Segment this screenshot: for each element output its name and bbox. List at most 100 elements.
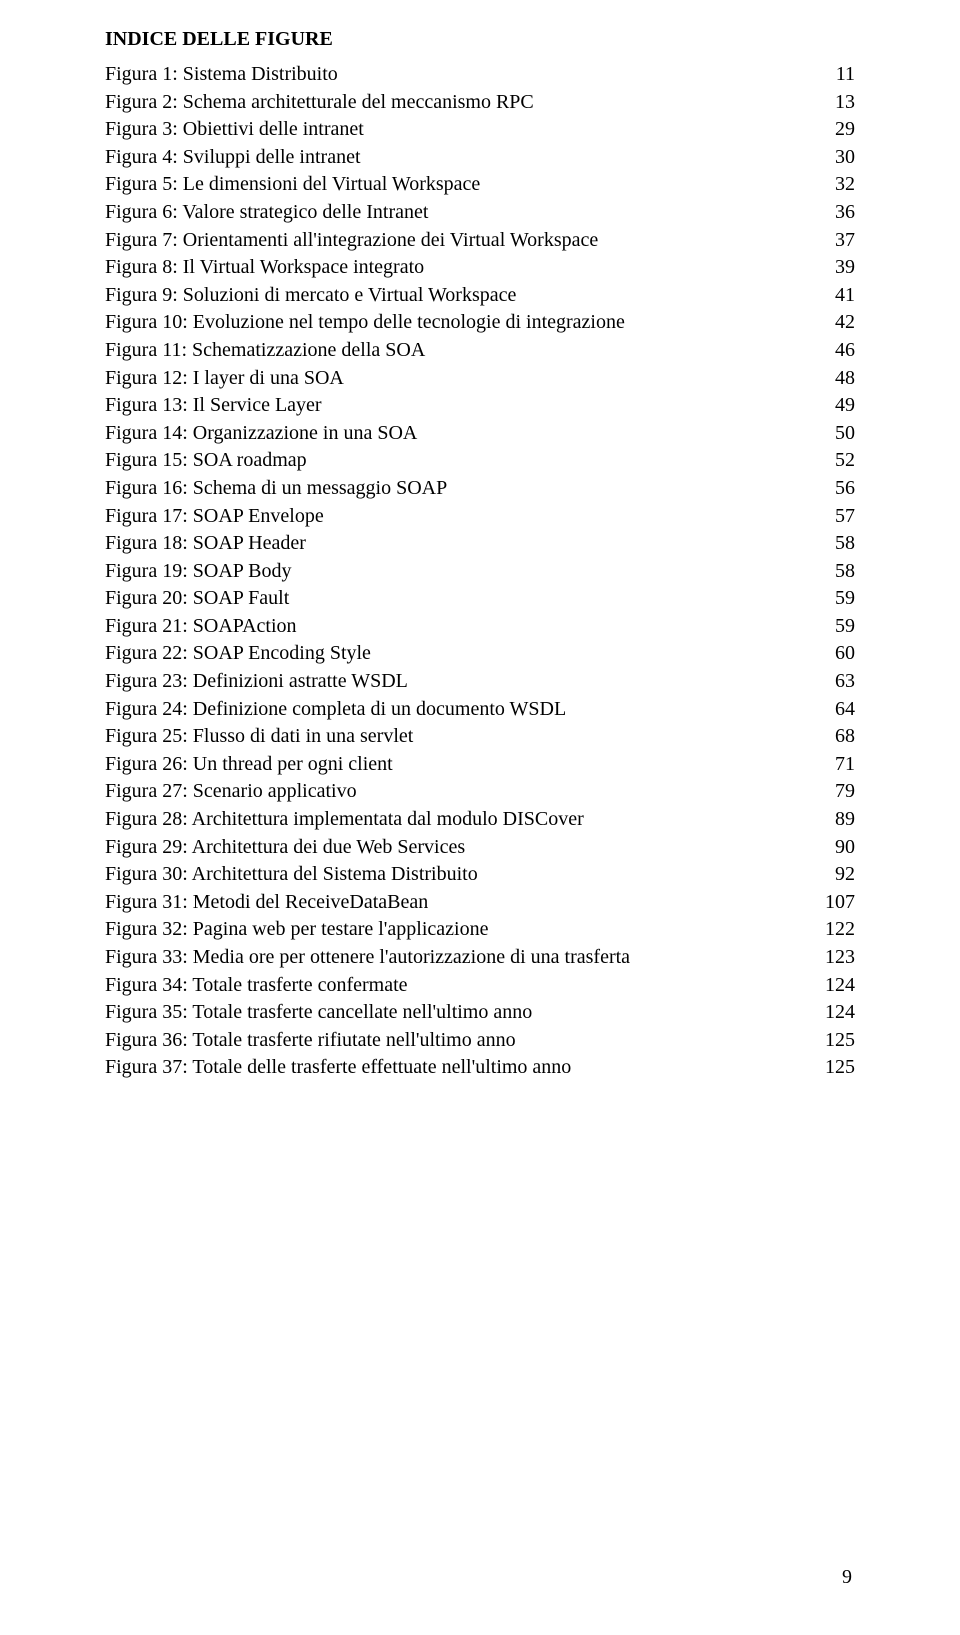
toc-entry-label: Figura 35: Totale trasferte cancellate n… — [105, 999, 532, 1027]
toc-entry-label: Figura 30: Architettura del Sistema Dist… — [105, 861, 478, 889]
toc-row: Figura 16: Schema di un messaggio SOAP 5… — [105, 475, 855, 503]
toc-row: Figura 34: Totale trasferte confermate 1… — [105, 972, 855, 1000]
toc-entry-page: 48 — [835, 365, 855, 393]
toc-entry-page: 13 — [835, 89, 855, 117]
toc-row: Figura 11: Schematizzazione della SOA 46 — [105, 337, 855, 365]
toc-entry-page: 68 — [835, 723, 855, 751]
toc-entry-page: 30 — [835, 144, 855, 172]
toc-row: Figura 36: Totale trasferte rifiutate ne… — [105, 1027, 855, 1055]
toc-entry-page: 58 — [835, 530, 855, 558]
toc-row: Figura 5: Le dimensioni del Virtual Work… — [105, 171, 855, 199]
toc-entry-page: 41 — [835, 282, 855, 310]
toc-entry-page: 122 — [825, 916, 855, 944]
toc-row: Figura 26: Un thread per ogni client 71 — [105, 751, 855, 779]
toc-entry-label: Figura 19: SOAP Body — [105, 558, 292, 586]
toc-row: Figura 9: Soluzioni di mercato e Virtual… — [105, 282, 855, 310]
toc-row: Figura 29: Architettura dei due Web Serv… — [105, 834, 855, 862]
toc-entry-page: 36 — [835, 199, 855, 227]
toc-entry-page: 64 — [835, 696, 855, 724]
toc-entry-label: Figura 7: Orientamenti all'integrazione … — [105, 227, 598, 255]
toc-entry-label: Figura 20: SOAP Fault — [105, 585, 289, 613]
toc-entry-label: Figura 33: Media ore per ottenere l'auto… — [105, 944, 630, 972]
toc-entry-page: 63 — [835, 668, 855, 696]
toc-row: Figura 18: SOAP Header 58 — [105, 530, 855, 558]
toc-row: Figura 22: SOAP Encoding Style 60 — [105, 640, 855, 668]
toc-entry-page: 71 — [835, 751, 855, 779]
toc-entry-label: Figura 16: Schema di un messaggio SOAP — [105, 475, 447, 503]
toc-entry-label: Figura 31: Metodi del ReceiveDataBean — [105, 889, 428, 917]
toc-row: Figura 4: Sviluppi delle intranet 30 — [105, 144, 855, 172]
toc-entry-label: Figura 13: Il Service Layer — [105, 392, 322, 420]
toc-entry-label: Figura 3: Obiettivi delle intranet — [105, 116, 364, 144]
toc-entry-page: 46 — [835, 337, 855, 365]
toc-entry-page: 89 — [835, 806, 855, 834]
toc-entry-page: 57 — [835, 503, 855, 531]
toc-entry-label: Figura 14: Organizzazione in una SOA — [105, 420, 417, 448]
toc-row: Figura 20: SOAP Fault 59 — [105, 585, 855, 613]
toc-entry-page: 37 — [835, 227, 855, 255]
toc-entry-label: Figura 18: SOAP Header — [105, 530, 306, 558]
toc-entry-label: Figura 2: Schema architetturale del mecc… — [105, 89, 534, 117]
toc-entry-page: 125 — [825, 1027, 855, 1055]
toc-row: Figura 32: Pagina web per testare l'appl… — [105, 916, 855, 944]
toc-entry-label: Figura 11: Schematizzazione della SOA — [105, 337, 425, 365]
toc-row: Figura 15: SOA roadmap 52 — [105, 447, 855, 475]
toc-row: Figura 19: SOAP Body 58 — [105, 558, 855, 586]
toc-row: Figura 13: Il Service Layer 49 — [105, 392, 855, 420]
toc-entry-label: Figura 15: SOA roadmap — [105, 447, 307, 475]
toc-list: Figura 1: Sistema Distribuito 11Figura 2… — [105, 61, 855, 1082]
toc-entry-page: 124 — [825, 999, 855, 1027]
toc-entry-label: Figura 26: Un thread per ogni client — [105, 751, 393, 779]
toc-entry-page: 42 — [835, 309, 855, 337]
toc-entry-label: Figura 25: Flusso di dati in una servlet — [105, 723, 413, 751]
toc-entry-page: 59 — [835, 613, 855, 641]
toc-entry-label: Figura 1: Sistema Distribuito — [105, 61, 338, 89]
toc-entry-page: 107 — [825, 889, 855, 917]
toc-entry-page: 59 — [835, 585, 855, 613]
toc-entry-label: Figura 23: Definizioni astratte WSDL — [105, 668, 408, 696]
toc-entry-page: 123 — [825, 944, 855, 972]
toc-entry-page: 58 — [835, 558, 855, 586]
toc-entry-label: Figura 22: SOAP Encoding Style — [105, 640, 371, 668]
toc-entry-page: 125 — [825, 1054, 855, 1082]
toc-entry-label: Figura 4: Sviluppi delle intranet — [105, 144, 361, 172]
toc-row: Figura 2: Schema architetturale del mecc… — [105, 89, 855, 117]
toc-row: Figura 30: Architettura del Sistema Dist… — [105, 861, 855, 889]
toc-entry-label: Figura 36: Totale trasferte rifiutate ne… — [105, 1027, 516, 1055]
toc-entry-label: Figura 29: Architettura dei due Web Serv… — [105, 834, 465, 862]
toc-row: Figura 8: Il Virtual Workspace integrato… — [105, 254, 855, 282]
toc-entry-page: 50 — [835, 420, 855, 448]
toc-entry-page: 52 — [835, 447, 855, 475]
toc-entry-page: 29 — [835, 116, 855, 144]
toc-entry-label: Figura 37: Totale delle trasferte effett… — [105, 1054, 571, 1082]
toc-row: Figura 28: Architettura implementata dal… — [105, 806, 855, 834]
toc-entry-label: Figura 12: I layer di una SOA — [105, 365, 344, 393]
toc-row: Figura 17: SOAP Envelope 57 — [105, 503, 855, 531]
toc-entry-label: Figura 5: Le dimensioni del Virtual Work… — [105, 171, 480, 199]
toc-row: Figura 3: Obiettivi delle intranet 29 — [105, 116, 855, 144]
toc-row: Figura 10: Evoluzione nel tempo delle te… — [105, 309, 855, 337]
toc-row: Figura 21: SOAPAction 59 — [105, 613, 855, 641]
toc-entry-label: Figura 6: Valore strategico delle Intran… — [105, 199, 428, 227]
toc-entry-label: Figura 27: Scenario applicativo — [105, 778, 357, 806]
toc-entry-label: Figura 28: Architettura implementata dal… — [105, 806, 584, 834]
toc-row: Figura 37: Totale delle trasferte effett… — [105, 1054, 855, 1082]
toc-entry-page: 124 — [825, 972, 855, 1000]
toc-row: Figura 14: Organizzazione in una SOA 50 — [105, 420, 855, 448]
toc-row: Figura 24: Definizione completa di un do… — [105, 696, 855, 724]
toc-entry-page: 90 — [835, 834, 855, 862]
toc-entry-page: 56 — [835, 475, 855, 503]
toc-entry-page: 49 — [835, 392, 855, 420]
page-number: 9 — [842, 1566, 852, 1589]
toc-entry-label: Figura 21: SOAPAction — [105, 613, 297, 641]
toc-heading: INDICE DELLE FIGURE — [105, 28, 855, 51]
toc-entry-page: 79 — [835, 778, 855, 806]
toc-entry-page: 11 — [836, 61, 855, 89]
toc-row: Figura 12: I layer di una SOA 48 — [105, 365, 855, 393]
toc-entry-label: Figura 8: Il Virtual Workspace integrato — [105, 254, 424, 282]
toc-entry-label: Figura 32: Pagina web per testare l'appl… — [105, 916, 488, 944]
toc-row: Figura 6: Valore strategico delle Intran… — [105, 199, 855, 227]
toc-row: Figura 31: Metodi del ReceiveDataBean 10… — [105, 889, 855, 917]
toc-row: Figura 1: Sistema Distribuito 11 — [105, 61, 855, 89]
toc-row: Figura 35: Totale trasferte cancellate n… — [105, 999, 855, 1027]
